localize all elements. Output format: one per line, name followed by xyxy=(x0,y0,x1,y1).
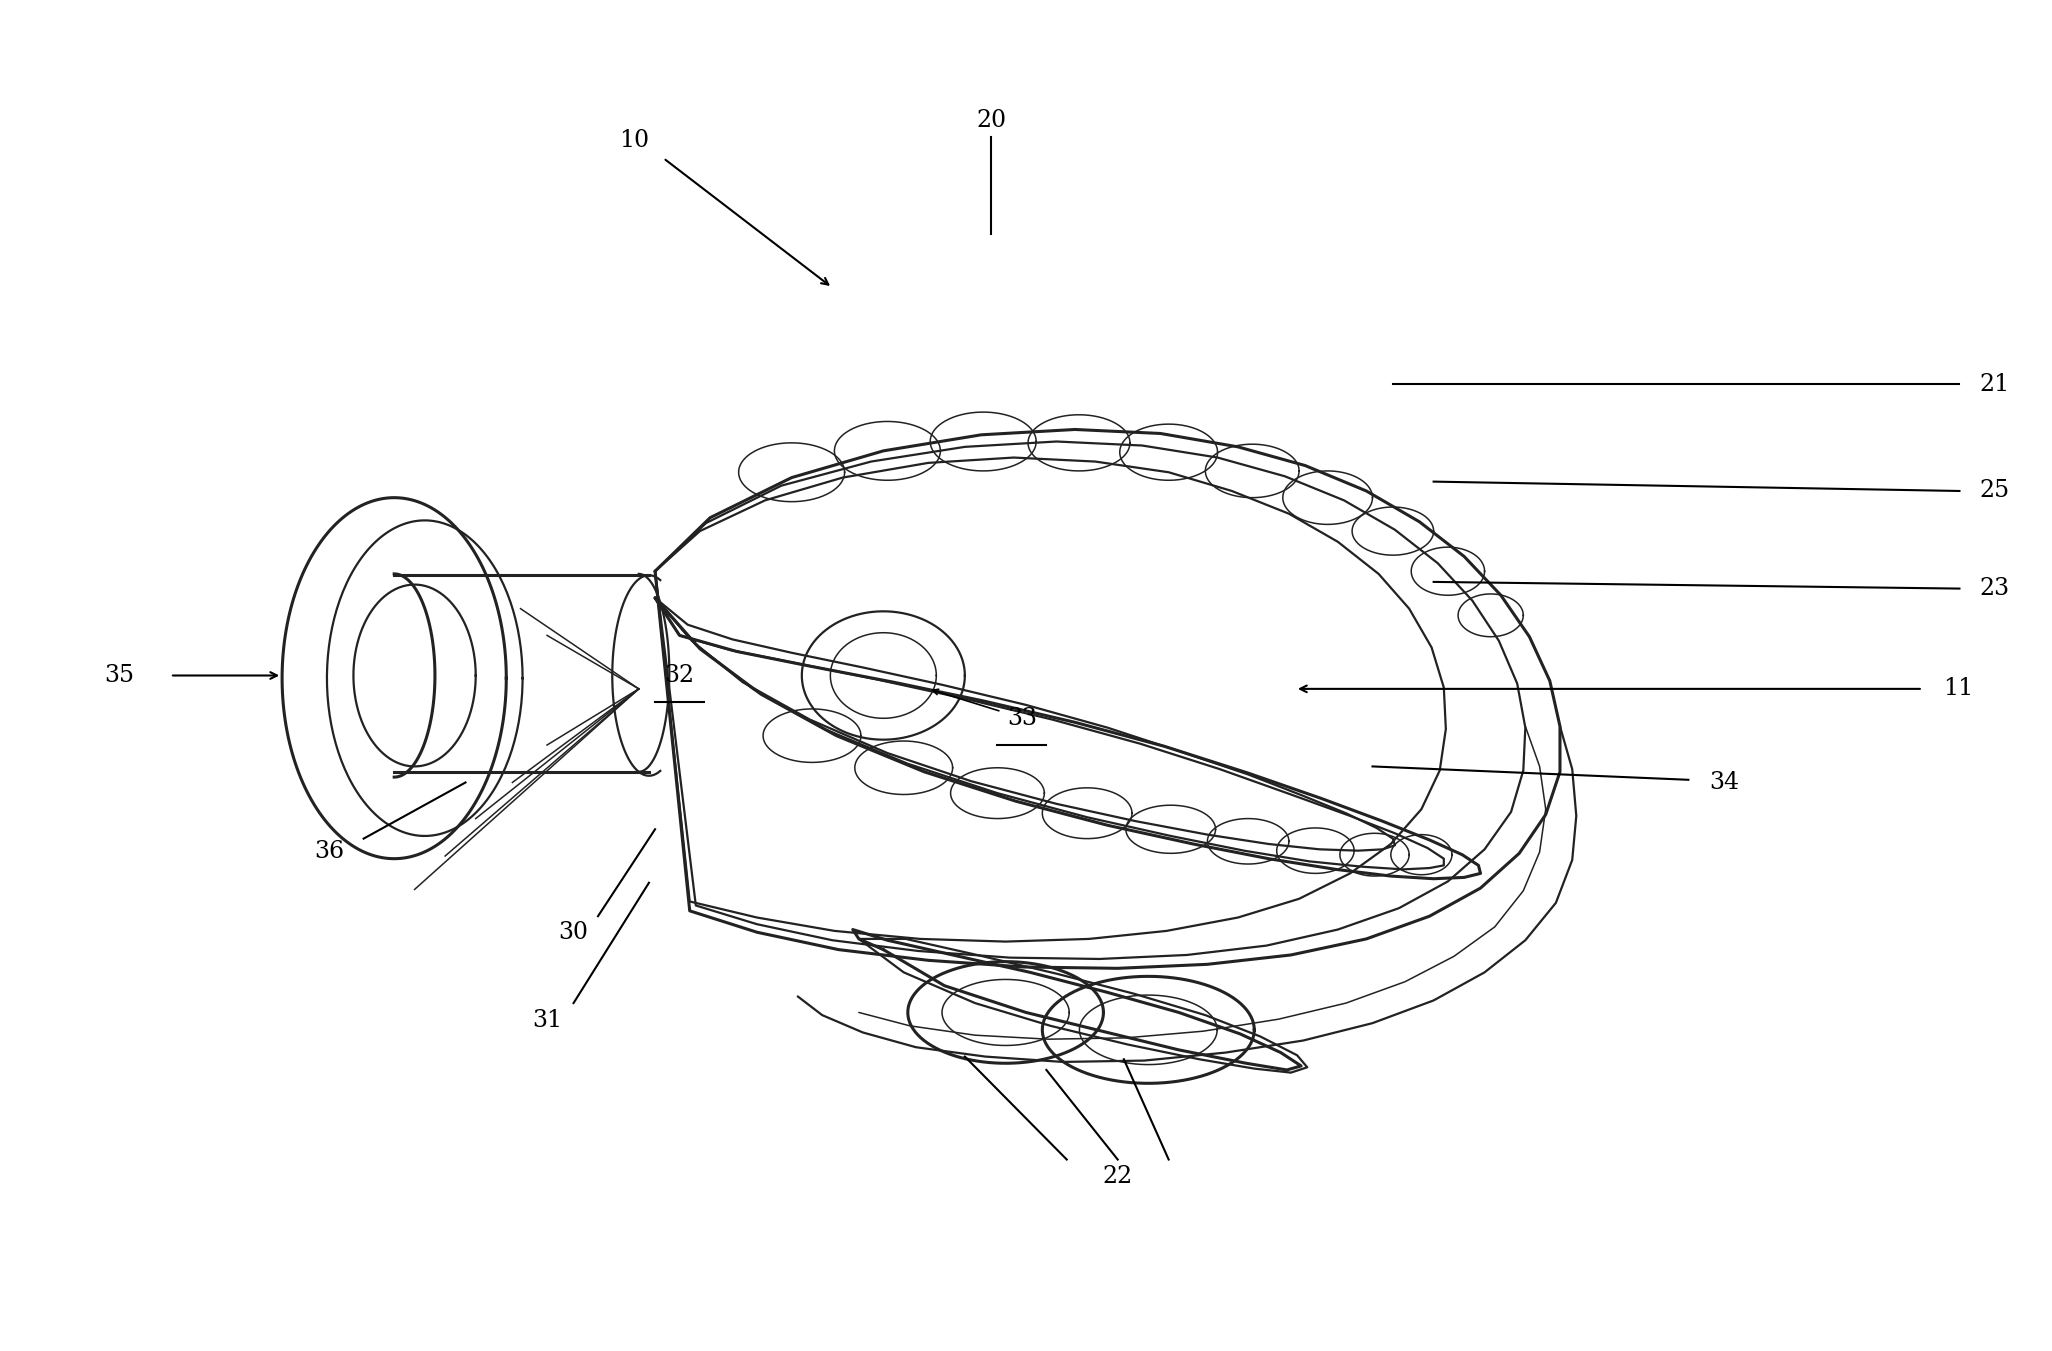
Text: 31: 31 xyxy=(531,1009,562,1032)
Text: 11: 11 xyxy=(1943,677,1974,700)
Text: 23: 23 xyxy=(1980,577,2011,600)
Text: 33: 33 xyxy=(1008,707,1036,730)
Text: 32: 32 xyxy=(665,663,694,688)
Text: 25: 25 xyxy=(1980,480,2011,503)
Text: 36: 36 xyxy=(314,840,345,863)
Text: 35: 35 xyxy=(105,663,133,688)
Text: 30: 30 xyxy=(558,921,589,944)
Text: 22: 22 xyxy=(1102,1166,1133,1189)
Text: 10: 10 xyxy=(620,130,650,153)
Text: 34: 34 xyxy=(1709,771,1738,794)
Text: 21: 21 xyxy=(1980,373,2011,396)
Text: 20: 20 xyxy=(977,109,1005,132)
